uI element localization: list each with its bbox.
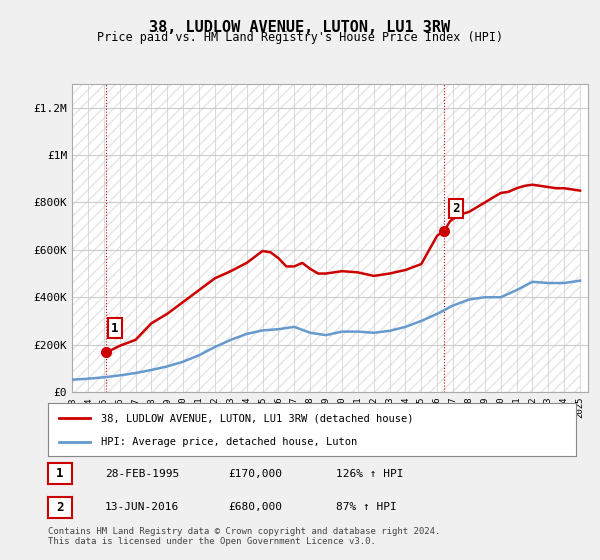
Text: 87% ↑ HPI: 87% ↑ HPI [336, 502, 397, 512]
Text: 38, LUDLOW AVENUE, LUTON, LU1 3RW: 38, LUDLOW AVENUE, LUTON, LU1 3RW [149, 20, 451, 35]
Text: 2: 2 [56, 501, 64, 514]
Text: 13-JUN-2016: 13-JUN-2016 [105, 502, 179, 512]
Text: 2: 2 [452, 202, 460, 215]
Text: 1: 1 [56, 467, 64, 480]
Text: £680,000: £680,000 [228, 502, 282, 512]
Text: 38, LUDLOW AVENUE, LUTON, LU1 3RW (detached house): 38, LUDLOW AVENUE, LUTON, LU1 3RW (detac… [101, 413, 413, 423]
Text: Contains HM Land Registry data © Crown copyright and database right 2024.
This d: Contains HM Land Registry data © Crown c… [48, 526, 440, 546]
Text: Price paid vs. HM Land Registry's House Price Index (HPI): Price paid vs. HM Land Registry's House … [97, 31, 503, 44]
Text: 126% ↑ HPI: 126% ↑ HPI [336, 469, 404, 479]
Text: 28-FEB-1995: 28-FEB-1995 [105, 469, 179, 479]
Text: 1: 1 [111, 321, 118, 334]
Text: £170,000: £170,000 [228, 469, 282, 479]
Text: HPI: Average price, detached house, Luton: HPI: Average price, detached house, Luto… [101, 436, 357, 446]
